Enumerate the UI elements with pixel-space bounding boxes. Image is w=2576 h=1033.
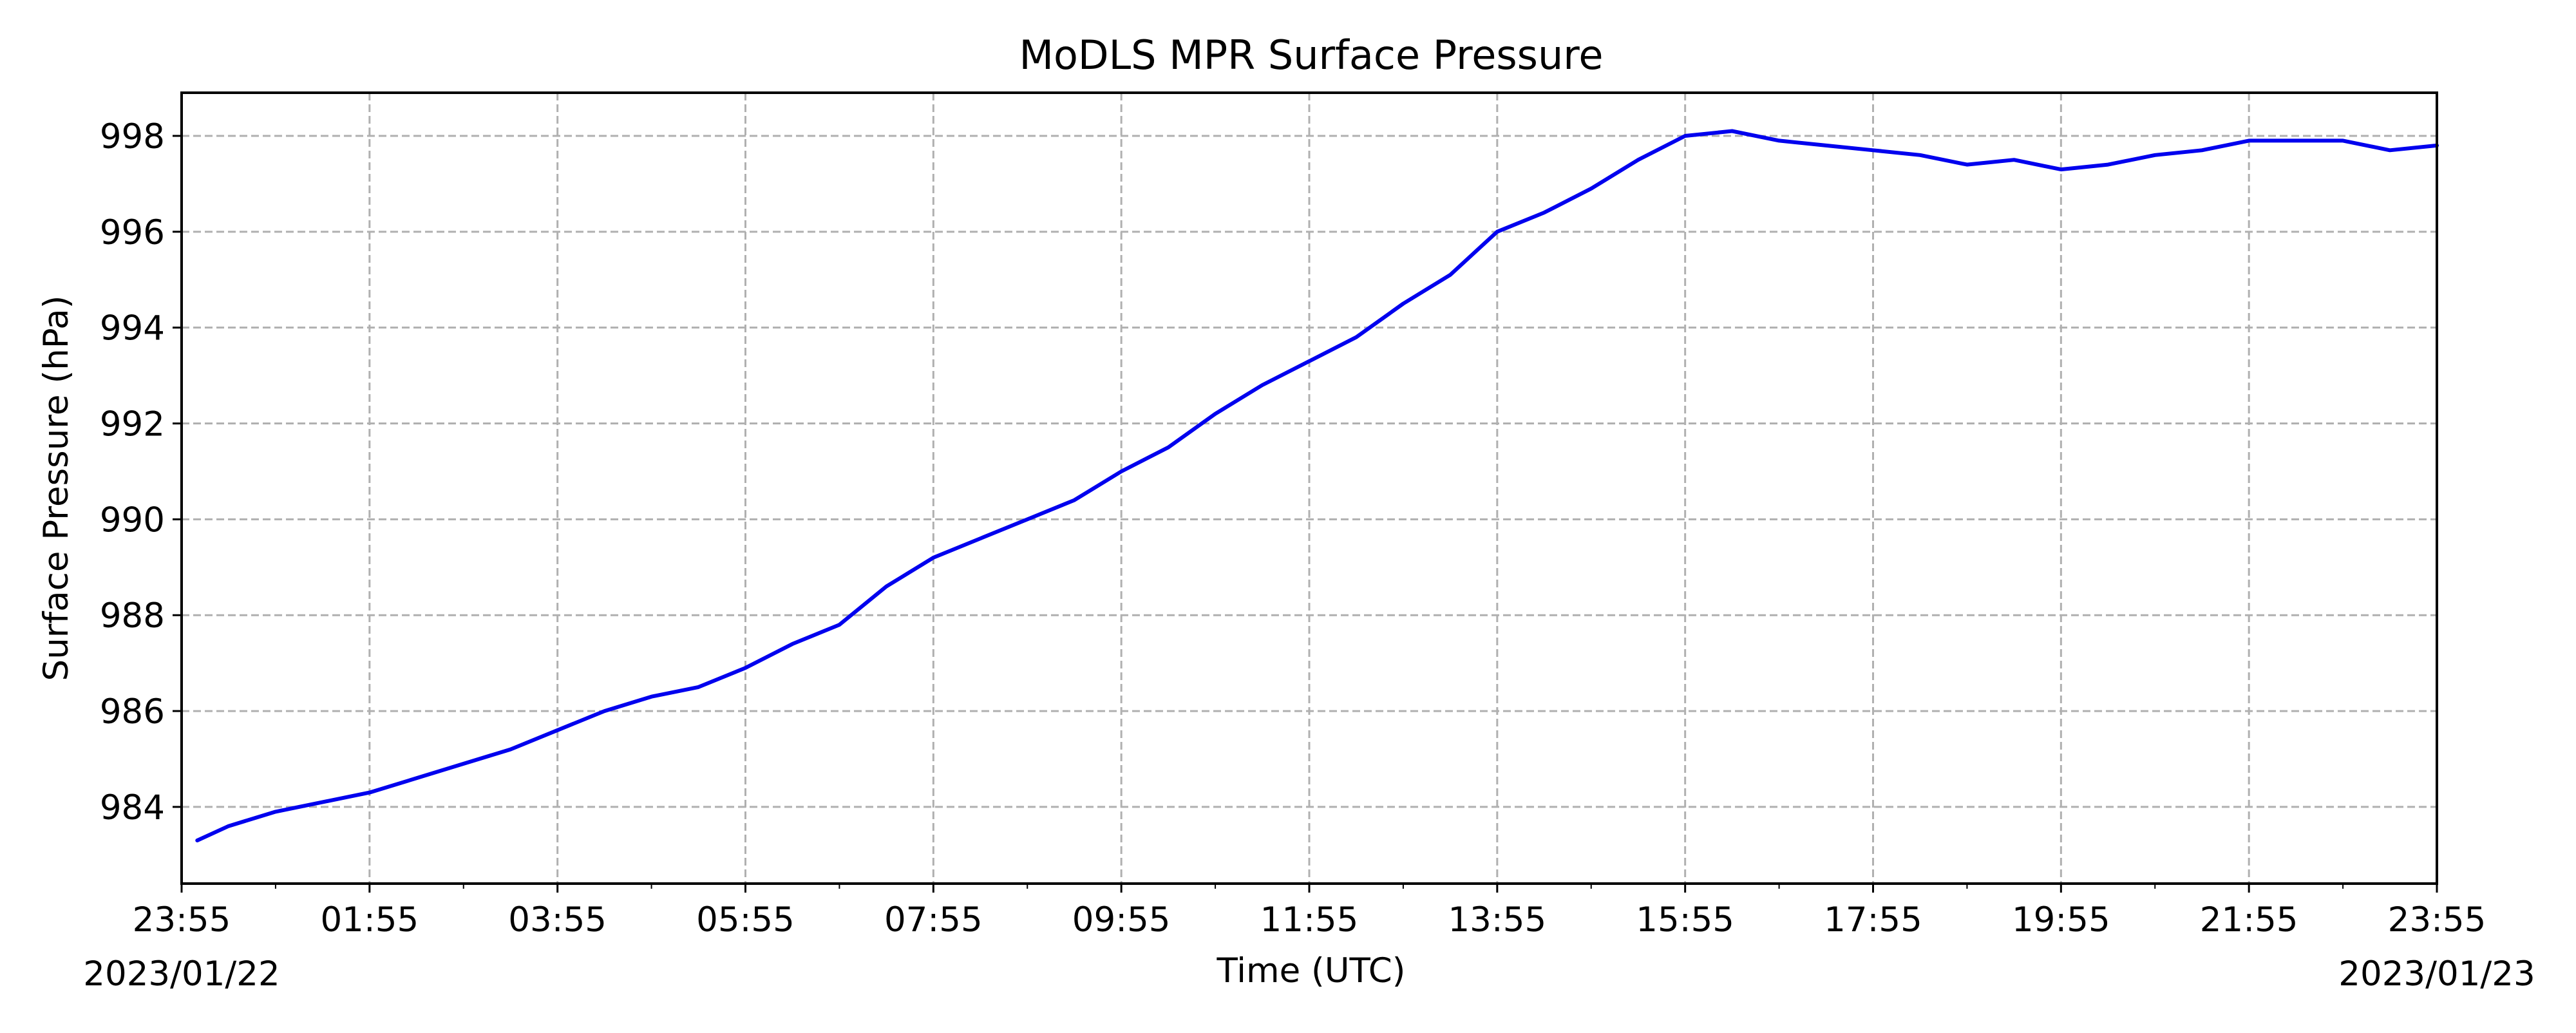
grid-lines bbox=[182, 93, 2437, 884]
data-point bbox=[2390, 150, 2391, 151]
data-point bbox=[933, 557, 934, 558]
x-tick-label: 15:55 bbox=[1636, 900, 1734, 940]
data-point bbox=[792, 643, 793, 644]
x-axis-label: Time (UTC) bbox=[1217, 951, 1406, 990]
x-tick-label: 11:55 bbox=[1260, 900, 1359, 940]
data-point bbox=[2343, 140, 2344, 141]
y-tick-label: 996 bbox=[100, 213, 165, 252]
data-point bbox=[275, 811, 276, 812]
data-point bbox=[1027, 519, 1028, 520]
y-tick-label: 986 bbox=[100, 692, 165, 732]
x-tick-label: 13:55 bbox=[1448, 900, 1546, 940]
x-tick-label: 05:55 bbox=[696, 900, 795, 940]
y-tick-label: 988 bbox=[100, 596, 165, 636]
data-point bbox=[1262, 384, 1263, 385]
y-tick-labels: 984 986 988 990 992 994 996 998 bbox=[100, 117, 165, 828]
data-point bbox=[604, 711, 605, 712]
x-start-date-label: 2023/01/22 bbox=[83, 954, 279, 994]
data-point bbox=[463, 763, 464, 764]
data-point bbox=[1168, 447, 1169, 448]
x-tick-label: 01:55 bbox=[320, 900, 419, 940]
x-tick-label: 19:55 bbox=[2012, 900, 2110, 940]
plot-frame bbox=[180, 91, 2438, 885]
x-tick-label: 07:55 bbox=[884, 900, 983, 940]
y-tick-label: 998 bbox=[100, 117, 165, 156]
data-point bbox=[197, 840, 198, 841]
data-point bbox=[369, 792, 370, 793]
data-point bbox=[2296, 140, 2297, 141]
x-end-date-label: 2023/01/23 bbox=[2338, 954, 2535, 994]
x-tick-label: 23:55 bbox=[2388, 900, 2486, 940]
tick-marks bbox=[173, 135, 2438, 893]
data-point bbox=[651, 696, 652, 697]
y-tick-label: 992 bbox=[100, 405, 165, 444]
x-tick-label: 23:55 bbox=[133, 900, 231, 940]
x-tick-label: 03:55 bbox=[508, 900, 607, 940]
y-axis-label: Surface Pressure (hPa) bbox=[37, 296, 76, 681]
chart-title: MoDLS MPR Surface Pressure bbox=[1019, 32, 1603, 79]
y-tick-label: 984 bbox=[100, 788, 165, 828]
y-tick-label: 990 bbox=[100, 500, 165, 540]
data-point bbox=[510, 749, 511, 750]
data-point bbox=[416, 778, 417, 779]
series-layer bbox=[195, 129, 2439, 842]
x-tick-labels: 23:55 01:55 03:55 05:55 07:55 09:55 11:55 13:55… bbox=[133, 900, 2486, 940]
data-point bbox=[886, 586, 887, 587]
x-tick-label: 17:55 bbox=[1824, 900, 1922, 940]
data-point bbox=[980, 538, 981, 539]
y-tick-label: 994 bbox=[100, 309, 165, 348]
x-tick-label: 09:55 bbox=[1072, 900, 1171, 940]
pressure-series-line bbox=[195, 129, 2439, 842]
x-tick-label: 21:55 bbox=[2200, 900, 2298, 940]
data-point bbox=[1215, 413, 1216, 414]
